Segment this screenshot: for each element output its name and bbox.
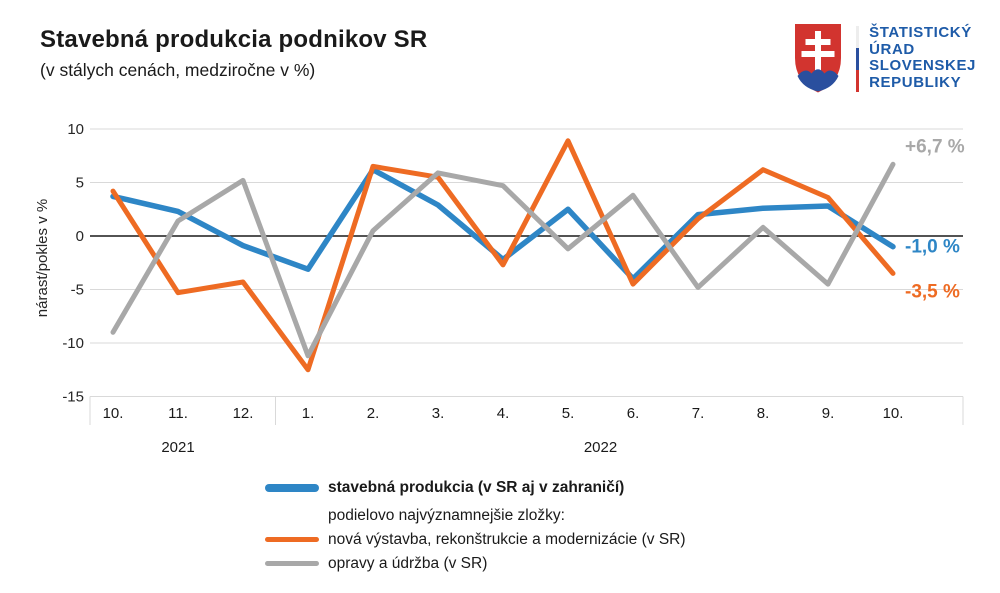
page-subtitle: (v stálych cenách, medziročne v %): [40, 60, 316, 80]
series-end-label-1: -3,5 %: [905, 281, 960, 302]
line-chart-svg: 10 5 0 -5 -10 -15 10. 11. 12. 1. 2. 3. 4. 5. 6. 7. 8. 9. 1…: [34, 121, 965, 456]
logo-line-4: REPUBLIKY: [869, 73, 962, 91]
series-line-1: [110, 138, 896, 373]
legend-label-nova-vystavba: nová výstavba, rekonštrukcie a modernizá…: [328, 530, 686, 548]
series-end-label-2: +6,7 %: [905, 136, 965, 157]
logo-line-3: SLOVENSKEJ: [869, 57, 976, 74]
flag-blue-segment: [856, 48, 860, 70]
y-tick-label: 0: [76, 228, 84, 245]
legend-swatch-stavebna-produkcia: [265, 483, 319, 492]
series-end-label-0: -1,0 %: [905, 237, 960, 258]
logo-line-1: ŠTATISTICKÝ: [869, 24, 972, 41]
header: Stavebná produkcia podnikov SR (v stályc…: [40, 26, 427, 81]
y-tick-label: -10: [62, 335, 84, 352]
legend-item-opravy-udrzba: opravy a údržba (v SR): [265, 554, 686, 573]
legend-item-nova-vystavba: nová výstavba, rekonštrukcie a modernizá…: [265, 530, 686, 549]
y-tick-label: 10: [67, 121, 84, 138]
y-axis-title: nárast/pokles v %: [34, 199, 51, 317]
x-tick-label: 2.: [367, 405, 380, 422]
flag-red-segment: [856, 70, 860, 92]
y-tick-label: 5: [76, 175, 84, 192]
legend-swatch-placeholder: [265, 513, 319, 518]
legend: stavebná produkcia (v SR aj v zahraničí)…: [265, 478, 686, 573]
x-tick-label: 8.: [757, 405, 770, 422]
legend-subheading: podielovo najvýznamnejšie zložky:: [328, 506, 565, 524]
x-tick-label: 11.: [168, 405, 188, 422]
flag-white-segment: [856, 26, 860, 48]
x-tick-label: 3.: [432, 405, 445, 422]
logo-line-2: ÚRAD: [869, 40, 915, 58]
x-tick-label: 4.: [497, 405, 510, 422]
x-tick-label: 1.: [302, 405, 315, 422]
logo-text: ŠTATISTICKÝ ÚRAD SLOVENSKEJ REPUBLIKY: [869, 24, 976, 91]
x-tick-label: 7.: [692, 405, 705, 422]
statistical-office-logo: ŠTATISTICKÝ ÚRAD SLOVENSKEJ REPUBLIKY: [792, 22, 976, 94]
legend-subheading-row: podielovo najvýznamnejšie zložky:: [265, 506, 686, 525]
x-tick-label: 12.: [233, 405, 254, 422]
slovak-coat-of-arms-icon: [792, 22, 844, 94]
series-line-0: [110, 166, 896, 282]
y-tick-label: -15: [62, 389, 84, 406]
legend-label-opravy-udrzba: opravy a údržba (v SR): [328, 554, 488, 572]
x-tick-label: 5.: [562, 405, 575, 422]
x-tick-label: 10.: [883, 405, 904, 422]
legend-swatch-nova-vystavba: [265, 537, 319, 542]
x-tick-label: 9.: [822, 405, 835, 422]
flag-divider-bar: [856, 26, 860, 92]
legend-label-stavebna-produkcia: stavebná produkcia (v SR aj v zahraničí): [328, 478, 625, 496]
year-label: 2021: [161, 439, 194, 456]
x-tick-label: 6.: [627, 405, 640, 422]
legend-swatch-opravy-udrzba: [265, 561, 319, 566]
x-tick-label: 10.: [103, 405, 124, 422]
legend-item-stavebna-produkcia: stavebná produkcia (v SR aj v zahraničí): [265, 478, 686, 497]
page-title: Stavebná produkcia podnikov SR: [40, 26, 428, 53]
year-label: 2022: [584, 439, 617, 456]
y-tick-label: -5: [71, 282, 84, 299]
series-line-2: [110, 161, 896, 359]
